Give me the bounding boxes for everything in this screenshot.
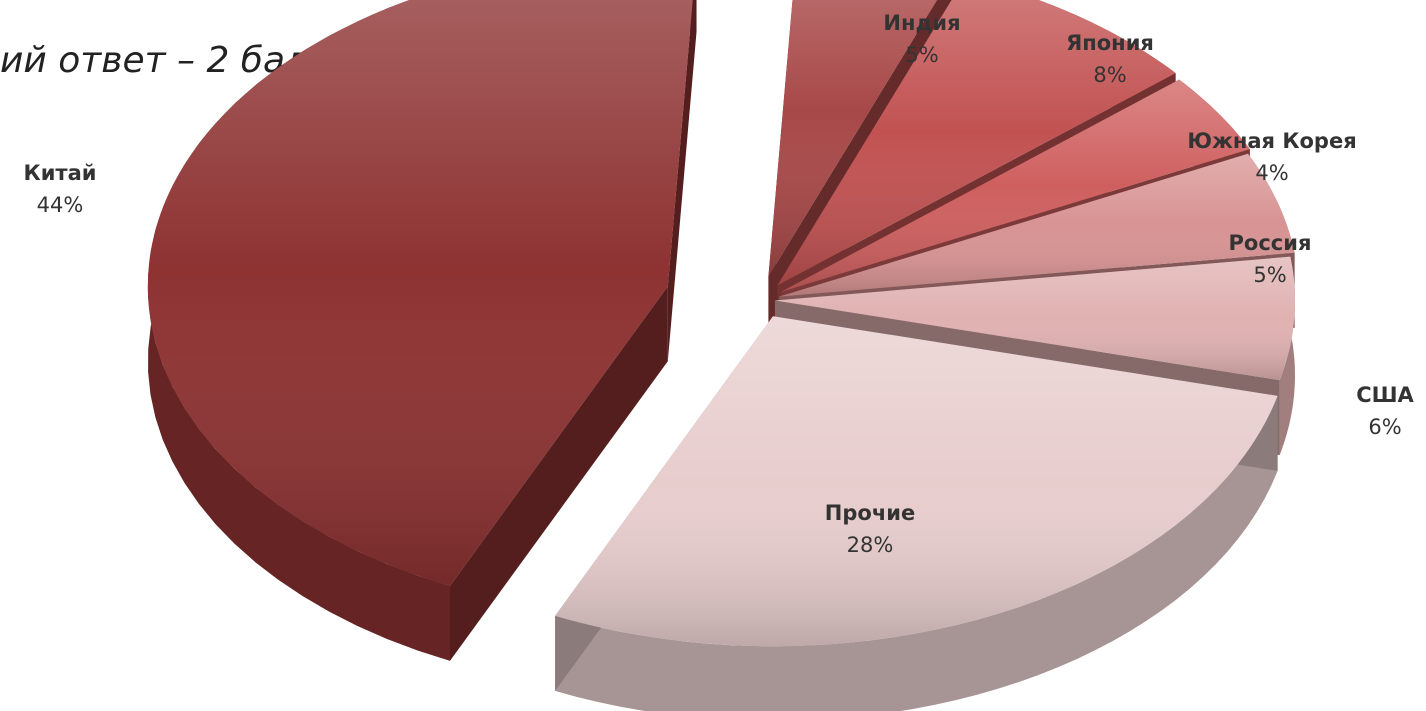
slice-side-0-0 — [449, 286, 668, 661]
slice-gloss-3 — [781, 79, 1250, 292]
slice-label-name: Россия — [1229, 231, 1312, 255]
slice-label-value: 5% — [1253, 263, 1286, 287]
slice-side-0-1 — [667, 0, 697, 362]
slice-wall-6 — [555, 395, 1278, 711]
slice-label-name: Прочие — [825, 501, 915, 525]
slice-label-value: 6% — [1368, 415, 1401, 439]
slice-gloss-6 — [555, 316, 1278, 647]
pie-slices — [147, 0, 1295, 711]
slice-label-value: 28% — [847, 533, 894, 557]
slice-label-value: 8% — [1093, 63, 1126, 87]
slice-gloss-5 — [774, 256, 1295, 381]
slice-gloss-0 — [147, 0, 693, 586]
slice-label-name: США — [1356, 383, 1414, 407]
pie-labels: Китай 44% Индия 5% Япония 8% Южная Корея 4% Росс… — [24, 11, 1415, 557]
slice-gloss-1 — [768, 0, 938, 277]
slice-label-name: Япония — [1066, 31, 1154, 55]
slice-label-name: Индия — [883, 11, 960, 35]
slice-label-name: Китай — [24, 161, 97, 185]
slice-label-value: 4% — [1255, 161, 1288, 185]
slice-gloss-4 — [779, 153, 1295, 297]
slice-label-name: Южная Корея — [1187, 129, 1356, 153]
slice-gloss-2 — [777, 0, 1176, 286]
slice-label-value: 44% — [37, 193, 84, 217]
slice-label-value: 5% — [905, 43, 938, 67]
